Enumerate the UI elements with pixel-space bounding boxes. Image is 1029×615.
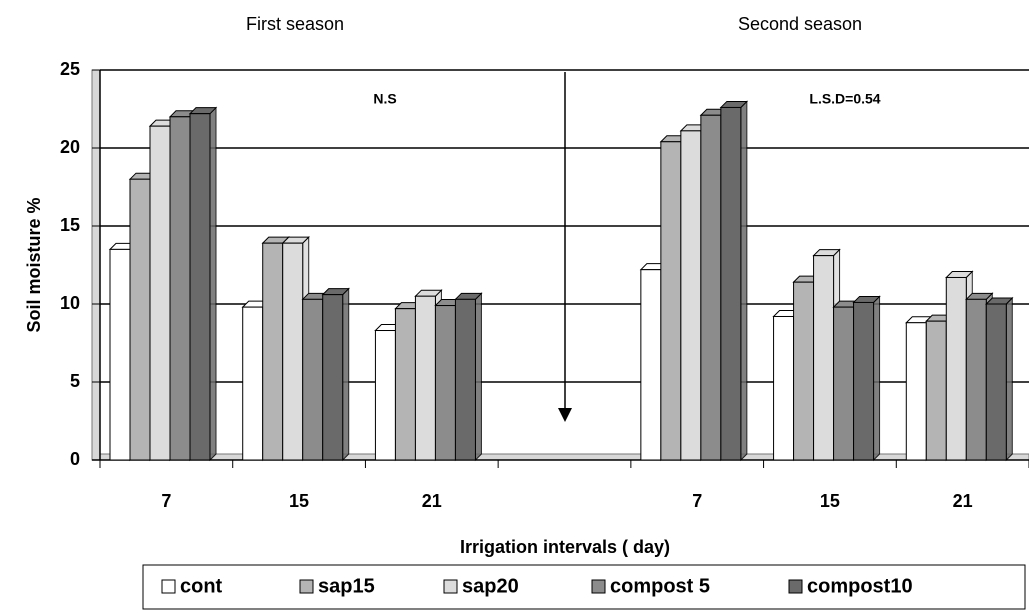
- bar: [925, 320, 947, 461]
- bar: [262, 242, 284, 461]
- bar-side: [342, 287, 350, 462]
- bar: [945, 276, 967, 461]
- bar: [109, 248, 131, 461]
- bar: [985, 303, 1007, 461]
- bar: [454, 298, 476, 461]
- legend-label: sap15: [318, 575, 375, 597]
- legend-swatch: [161, 579, 176, 594]
- side-wall: [91, 69, 101, 461]
- bar: [813, 255, 835, 461]
- bar-side: [474, 292, 482, 462]
- x-tick-label: 21: [422, 491, 442, 511]
- bar: [282, 242, 304, 461]
- bar-side: [209, 106, 217, 462]
- bar: [322, 294, 344, 461]
- bar: [149, 125, 171, 461]
- bar: [700, 114, 722, 461]
- bar: [720, 106, 742, 461]
- bar-side: [740, 100, 748, 462]
- legend-swatch: [299, 579, 314, 594]
- y-tick-label: 15: [60, 215, 80, 235]
- annotation: N.S: [373, 91, 396, 107]
- season-title: First season: [246, 14, 344, 34]
- y-tick-label: 25: [60, 59, 80, 79]
- arrow-head: [558, 408, 572, 422]
- y-tick-label: 0: [70, 449, 80, 469]
- legend: [142, 564, 1026, 610]
- y-tick-label: 10: [60, 293, 80, 313]
- legend-label: compost 5: [610, 575, 710, 597]
- legend-swatch: [591, 579, 606, 594]
- floor: [99, 453, 1029, 461]
- season-title: Second season: [738, 14, 862, 34]
- x-tick-label: 15: [289, 491, 309, 511]
- bar: [434, 305, 456, 461]
- bar: [374, 330, 396, 461]
- x-tick-label: 15: [820, 491, 840, 511]
- bar: [853, 301, 875, 461]
- bar: [965, 298, 987, 461]
- legend-label: sap20: [462, 575, 519, 597]
- y-tick-label: 5: [70, 371, 80, 391]
- bar: [169, 116, 191, 461]
- x-tick-label: 21: [953, 491, 973, 511]
- bar: [129, 178, 151, 461]
- annotation: L.S.D=0.54: [809, 91, 880, 107]
- legend-label: compost10: [807, 575, 913, 597]
- x-tick-label: 7: [692, 491, 702, 511]
- legend-swatch: [788, 579, 803, 594]
- bar: [242, 306, 264, 461]
- y-tick-label: 20: [60, 137, 80, 157]
- legend-swatch: [443, 579, 458, 594]
- bar: [680, 130, 702, 461]
- bar: [793, 281, 815, 461]
- bar: [660, 141, 682, 461]
- x-tick-label: 7: [161, 491, 171, 511]
- bar: [773, 315, 795, 461]
- bar: [302, 298, 324, 461]
- bar: [833, 306, 855, 461]
- bar: [640, 269, 662, 461]
- bar: [189, 113, 211, 461]
- bar-side: [873, 295, 881, 462]
- bar-side: [1005, 296, 1013, 462]
- bar: [905, 322, 927, 461]
- y-axis-label: Soil moisture %: [24, 197, 44, 332]
- legend-label: cont: [180, 575, 223, 597]
- bar: [394, 308, 416, 461]
- bar: [414, 295, 436, 461]
- x-axis-label: Irrigation intervals ( day): [460, 537, 670, 557]
